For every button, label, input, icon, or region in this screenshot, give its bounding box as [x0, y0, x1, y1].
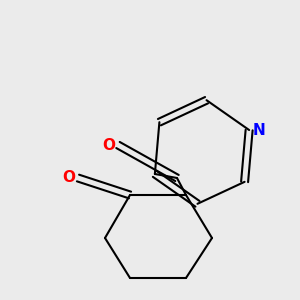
- Text: O: O: [102, 137, 115, 152]
- Text: N: N: [252, 122, 265, 137]
- Text: O: O: [62, 170, 75, 185]
